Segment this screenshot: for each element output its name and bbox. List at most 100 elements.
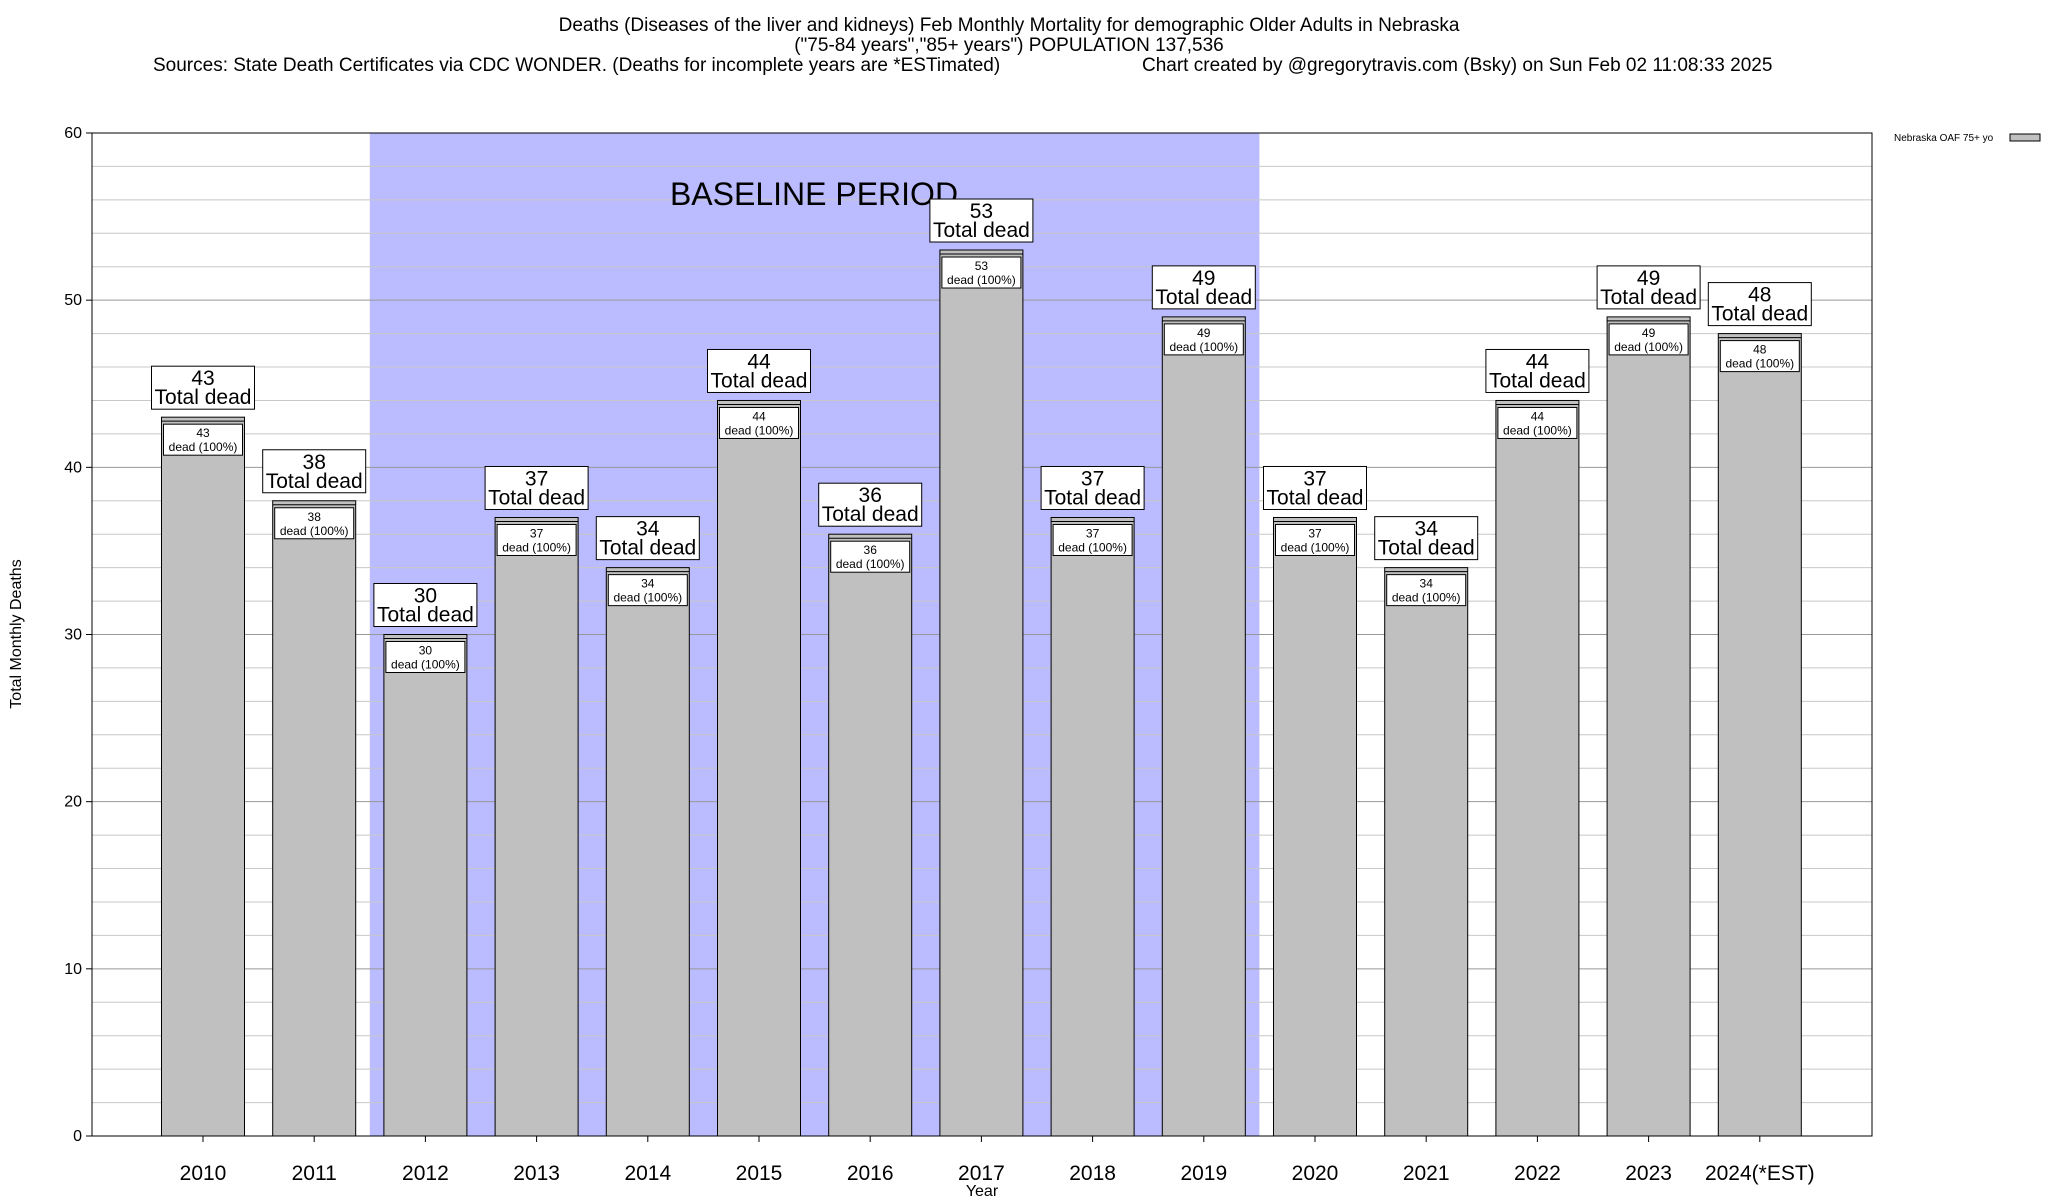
- bar-inner-label-box: [719, 406, 799, 439]
- x-tick-label: 2022: [1514, 1162, 1561, 1185]
- x-tick-label: 2013: [513, 1162, 560, 1185]
- bar-top-label-box: [373, 583, 478, 627]
- chart-title-line-2: ("75-84 years","85+ years") POPULATION 1…: [794, 35, 1224, 56]
- bar-inner-value: 49: [1642, 326, 1656, 340]
- x-tick-label: 2021: [1403, 1162, 1450, 1185]
- bar-inner-caption: dead (100%): [947, 273, 1016, 287]
- y-tick-label: 20: [64, 794, 82, 811]
- bar-top-label-box: [151, 365, 255, 410]
- legend-label: Nebraska OAF 75+ yo: [1894, 133, 1994, 144]
- y-tick-label: 50: [64, 292, 82, 309]
- baseline-period-label: BASELINE PERIOD: [670, 176, 958, 212]
- bar-inner-value: 34: [1420, 577, 1434, 591]
- bar-inner-value: 53: [975, 259, 989, 273]
- bar-total-caption: Total dead: [599, 537, 696, 560]
- bar: [717, 399, 801, 1137]
- bar: [1161, 316, 1246, 1137]
- bar-total-caption: Total dead: [1600, 286, 1697, 309]
- bar-value-label: 38: [303, 451, 326, 474]
- bar-inner-value: 34: [641, 577, 655, 591]
- bar: [1717, 333, 1802, 1137]
- bar-top-label-box: [262, 449, 367, 494]
- bar-inner-value: 44: [752, 409, 766, 423]
- x-tick-label: 2011: [292, 1162, 337, 1185]
- bar-top-label-box: [484, 465, 589, 510]
- bar-top-label-box: [1263, 465, 1367, 510]
- x-tick-label: 2019: [1180, 1162, 1227, 1185]
- bar-inner-caption: dead (100%): [836, 557, 905, 571]
- bar-top-label-box: [1151, 265, 1256, 310]
- bar-value-label: 44: [1526, 350, 1550, 373]
- bar-inner-label-box: [941, 256, 1022, 289]
- bar-inner-label-box: [1608, 323, 1689, 356]
- chart-title-line-1: Deaths (Diseases of the liver and kidney…: [559, 15, 1460, 36]
- bar-inner-caption: dead (100%): [169, 440, 238, 454]
- bar-total-caption: Total dead: [822, 503, 919, 526]
- bar: [1606, 316, 1691, 1137]
- bar-value-label: 34: [636, 518, 660, 541]
- bar-top-label-box: [929, 198, 1034, 243]
- bar-top-label-box: [1374, 516, 1479, 561]
- bar-inner-value: 38: [308, 510, 322, 524]
- bar-inner-value: 48: [1753, 343, 1767, 357]
- bar-top-label-box: [1485, 348, 1590, 393]
- bar-top-label-box: [707, 348, 811, 393]
- bar-inner-caption: dead (100%): [1503, 423, 1572, 437]
- bar-inner-label-box: [1052, 523, 1133, 556]
- bar-total-caption: Total dead: [1489, 369, 1586, 392]
- bar-inner-caption: dead (100%): [613, 591, 682, 605]
- bar-total-caption: Total dead: [1711, 303, 1808, 326]
- bar-inner-label-box: [1163, 323, 1244, 356]
- bar-value-label: 37: [1081, 467, 1104, 490]
- legend: Nebraska OAF 75+ yo: [1894, 133, 2041, 144]
- bar-total-caption: Total dead: [155, 386, 252, 409]
- x-tick-label: 2010: [180, 1162, 227, 1185]
- bar-value-label: 43: [191, 367, 214, 390]
- bar-total-caption: Total dead: [933, 219, 1030, 242]
- y-tick-label: 60: [64, 125, 82, 142]
- bar-inner-caption: dead (100%): [1614, 340, 1683, 354]
- x-tick-label: 2016: [847, 1162, 894, 1185]
- bar-inner-label-box: [830, 540, 911, 573]
- bar: [383, 634, 468, 1137]
- bar-inner-caption: dead (100%): [725, 423, 794, 437]
- bar-inner-label-box: [1719, 340, 1800, 373]
- bar-value-label: 37: [1303, 467, 1326, 490]
- bar-inner-value: 37: [1308, 526, 1322, 540]
- bar-inner-caption: dead (100%): [280, 524, 349, 538]
- bar-inner-caption: dead (100%): [1392, 591, 1461, 605]
- x-tick-label: 2017: [958, 1162, 1005, 1185]
- bar-value-label: 34: [1415, 518, 1439, 541]
- bar: [828, 533, 913, 1137]
- bar-inner-caption: dead (100%): [1281, 540, 1350, 554]
- bar-inner-caption: dead (100%): [1169, 340, 1238, 354]
- bar: [605, 567, 690, 1137]
- bar-inner-label-box: [1275, 523, 1355, 556]
- bar: [1495, 399, 1580, 1137]
- y-tick-label: 30: [64, 627, 82, 644]
- bar: [494, 516, 579, 1137]
- bar-inner-value: 43: [196, 426, 210, 440]
- bar-inner-label-box: [274, 507, 355, 540]
- bar-top-label-box: [1596, 265, 1701, 310]
- bar-top-label-box: [595, 516, 700, 561]
- bar-inner-value: 37: [530, 526, 544, 540]
- x-tick-label: 2015: [736, 1162, 783, 1185]
- bar-total-caption: Total dead: [1378, 537, 1475, 560]
- bar-value-label: 49: [1192, 267, 1215, 290]
- x-tick-label: 2023: [1625, 1162, 1672, 1185]
- x-axis-title: Year: [966, 1183, 999, 1200]
- x-tick-label: 2018: [1069, 1162, 1116, 1185]
